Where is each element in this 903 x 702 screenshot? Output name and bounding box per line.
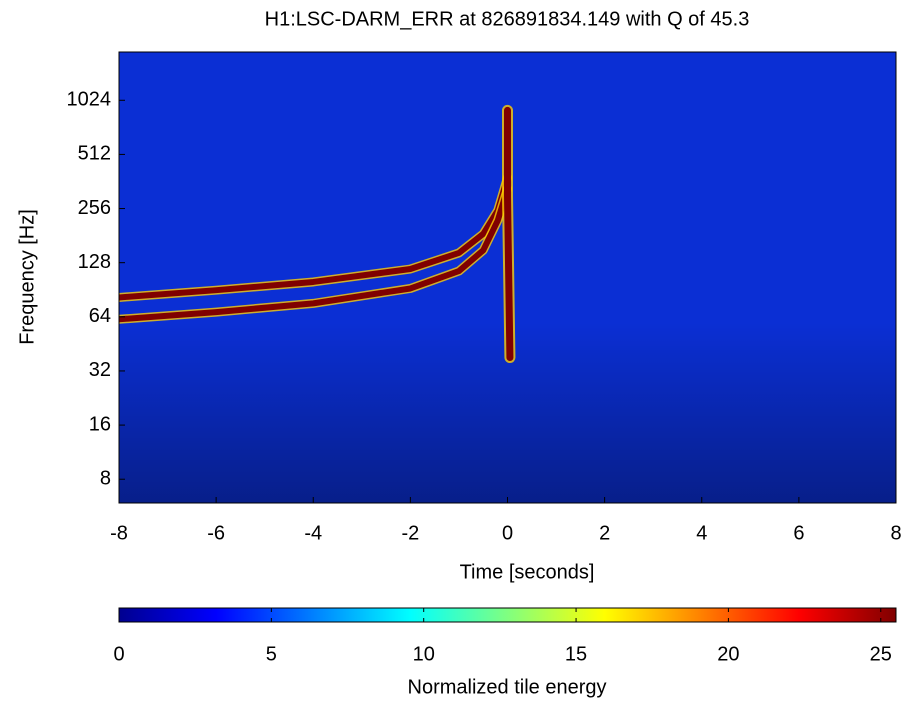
colorbar	[118, 607, 897, 623]
y-tick-label: 1024	[67, 89, 112, 111]
colorbar-tick-label: 10	[413, 643, 435, 665]
y-tick-label: 32	[89, 359, 111, 381]
tracks	[119, 104, 516, 364]
chart-title: H1:LSC-DARM_ERR at 826891834.149 with Q …	[265, 8, 750, 30]
x-tick-label: 8	[890, 522, 901, 544]
y-axis-label: Frequency [Hz]	[16, 209, 38, 345]
x-axis-label: Time [seconds]	[460, 561, 595, 583]
y-tick-label: 256	[78, 197, 111, 219]
track	[119, 185, 511, 323]
y-tick-label: 16	[89, 413, 111, 435]
x-tick-label: 4	[696, 522, 707, 544]
x-tick-label: 0	[502, 522, 513, 544]
colorbar-tick-label: 5	[266, 643, 277, 665]
track	[504, 106, 514, 362]
x-tick-label: -4	[304, 522, 322, 544]
colorbar-tick-label: 0	[113, 643, 124, 665]
colorbar-tick-label: 15	[565, 643, 587, 665]
y-tick-label: 64	[89, 305, 111, 327]
y-tick-label: 8	[100, 468, 111, 490]
y-tick-label: 128	[78, 251, 111, 273]
x-tick-label: -2	[401, 522, 419, 544]
x-tick-label: 6	[793, 522, 804, 544]
colorbar-tick-label: 20	[717, 643, 739, 665]
x-tick-label: -6	[207, 522, 225, 544]
x-tick-label: -8	[110, 522, 128, 544]
colorbar-label: Normalized tile energy	[408, 676, 607, 698]
colorbar-tick-label: 25	[870, 643, 892, 665]
x-tick-label: 2	[599, 522, 610, 544]
y-tick-label: 512	[78, 143, 111, 165]
